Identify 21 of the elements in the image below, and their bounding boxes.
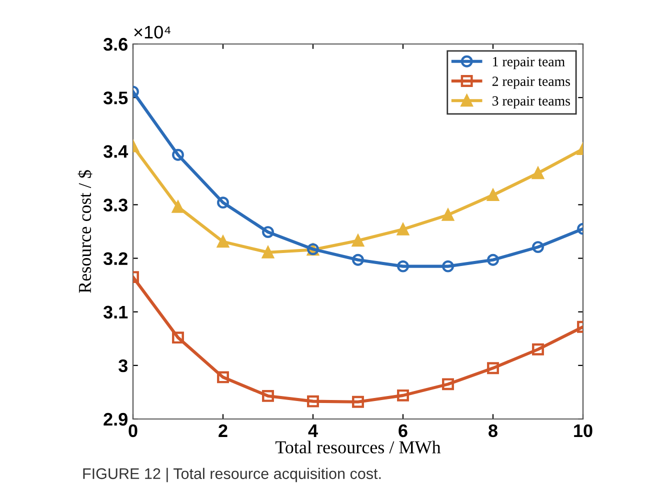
caption: FIGURE 12 | Total resource acquisition cost. xyxy=(83,468,381,482)
y-tick-label: 3.5 xyxy=(103,92,128,104)
y-tick-label: 3.3 xyxy=(103,198,128,212)
y-tick-label: 3.1 xyxy=(103,306,128,319)
x-tick-label: 10 xyxy=(574,424,592,438)
y-axis-title: Resource cost / $ xyxy=(78,170,92,293)
x-tick-label: 8 xyxy=(488,424,498,438)
text: ×10⁴ xyxy=(134,26,170,39)
legend-label: 3 repair teams xyxy=(492,96,570,108)
x-tick-label: 0 xyxy=(128,424,138,438)
x-tick-label: 6 xyxy=(398,424,408,438)
legend-label: 2 repair teams xyxy=(492,76,570,89)
x-tick-label: 4 xyxy=(308,424,318,437)
x-axis-title: Total resources / MWh xyxy=(275,440,441,454)
y-tick-label: 3.6 xyxy=(103,38,128,51)
legend-label: 1 repair team xyxy=(493,57,565,70)
y-tick-label: 2.9 xyxy=(104,412,128,426)
y-tick-label: 3 xyxy=(118,359,128,372)
y-tick-label: 3.4 xyxy=(103,145,128,158)
x-tick-label: 2 xyxy=(218,424,228,437)
y-tick-label: 3.2 xyxy=(103,252,128,266)
